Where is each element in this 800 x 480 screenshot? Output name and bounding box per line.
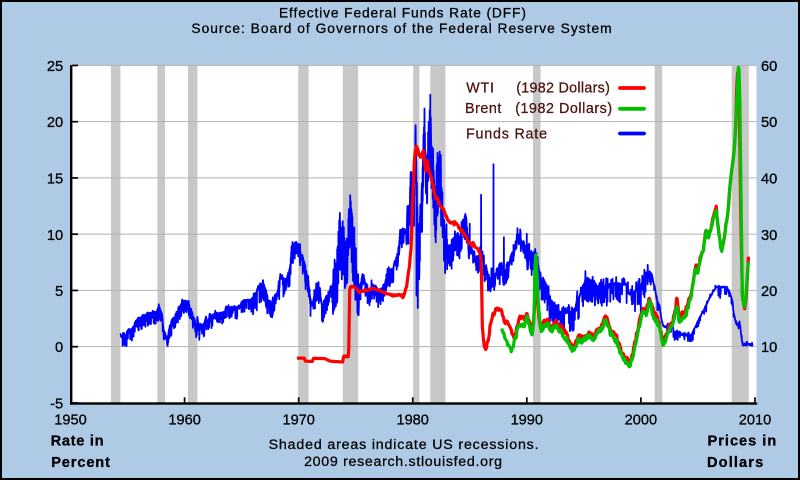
svg-text:2000: 2000 [625, 413, 657, 429]
svg-text:15: 15 [47, 172, 63, 188]
svg-text:(1982 Dollars): (1982 Dollars) [515, 101, 613, 117]
svg-text:20: 20 [47, 115, 63, 131]
svg-text:1960: 1960 [168, 413, 200, 429]
svg-text:Dollars: Dollars [707, 455, 764, 471]
svg-text:0: 0 [55, 340, 63, 356]
svg-text:-5: -5 [50, 397, 63, 413]
svg-text:Brent: Brent [465, 101, 502, 117]
svg-text:1970: 1970 [282, 413, 314, 429]
svg-text:25: 25 [47, 59, 63, 75]
svg-text:10: 10 [47, 228, 63, 244]
svg-text:60: 60 [761, 59, 777, 75]
svg-text:30: 30 [761, 228, 777, 244]
svg-text:10: 10 [761, 340, 777, 356]
svg-text:(1982 Dollars): (1982 Dollars) [516, 81, 610, 97]
svg-text:20: 20 [761, 284, 777, 300]
svg-text:WTI: WTI [466, 81, 495, 97]
svg-text:Shaded areas indicate US reces: Shaded areas indicate US recessions. [269, 437, 540, 453]
svg-text:Prices in: Prices in [708, 434, 778, 450]
svg-text:1980: 1980 [396, 413, 428, 429]
svg-text:5: 5 [55, 284, 63, 300]
svg-text:Percent: Percent [51, 455, 111, 471]
svg-text:Rate in: Rate in [51, 434, 105, 450]
svg-text:50: 50 [761, 115, 777, 131]
svg-text:Effective Federal Funds Rate (: Effective Federal Funds Rate (DFF) [279, 6, 527, 21]
svg-text:1950: 1950 [54, 413, 86, 429]
svg-text:40: 40 [761, 172, 777, 188]
svg-text:1990: 1990 [511, 413, 543, 429]
svg-text:Source: Board of Governors of: Source: Board of Governors of the Federa… [191, 21, 612, 36]
svg-text:Funds Rate: Funds Rate [466, 127, 548, 143]
svg-text:2009 research.stlouisfed.org: 2009 research.stlouisfed.org [304, 454, 503, 470]
svg-text:2010: 2010 [739, 413, 771, 429]
